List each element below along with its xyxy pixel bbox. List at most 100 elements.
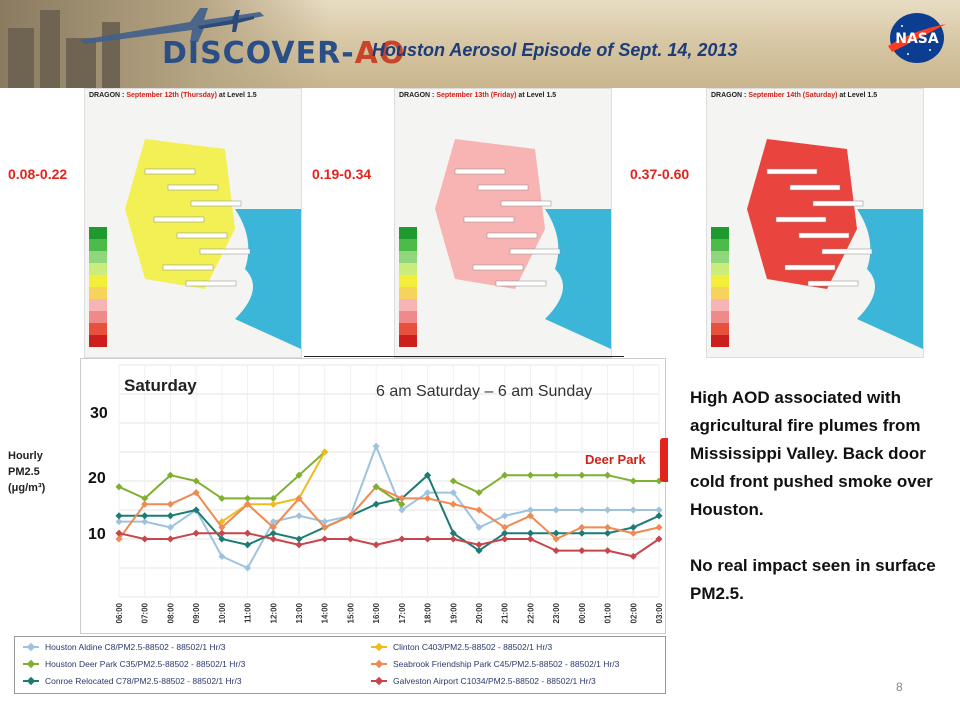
x-tick-label: 16:00 <box>372 602 381 623</box>
data-point <box>604 547 612 555</box>
data-point <box>475 506 483 514</box>
chart-title: Saturday <box>124 376 197 395</box>
series-line <box>118 485 660 541</box>
color-scale-swatch <box>399 335 417 347</box>
deer-park-marker <box>660 438 668 482</box>
station-label-box <box>176 232 228 239</box>
y-tick-label: 20 <box>88 470 106 487</box>
data-point <box>244 564 252 572</box>
data-point <box>115 535 123 543</box>
data-point <box>475 489 483 497</box>
station-label-box <box>509 248 561 255</box>
color-scale-swatch <box>89 239 107 251</box>
data-point <box>218 494 226 502</box>
color-scale-swatch <box>399 323 417 335</box>
data-point <box>295 494 303 502</box>
data-point <box>295 471 303 479</box>
data-point <box>578 506 586 514</box>
map-title: DRAGON : September 14th (Saturday) at Le… <box>711 92 878 99</box>
data-point <box>192 506 200 514</box>
data-point <box>244 529 252 537</box>
data-point <box>269 494 277 502</box>
notes-paragraph: No real impact seen in surface PM2.5. <box>690 556 936 603</box>
slide-title: Houston Aerosol Episode of Sept. 14, 201… <box>372 40 738 60</box>
color-scale-swatch <box>399 287 417 299</box>
legend-swatch <box>23 660 39 668</box>
x-tick-label: 01:00 <box>604 602 613 623</box>
series-line <box>118 532 660 558</box>
data-point <box>269 500 277 508</box>
legend-item: Seabrook Friendship Park C45/PM2.5-88502… <box>371 659 619 669</box>
data-point <box>166 535 174 543</box>
data-point <box>655 506 663 514</box>
color-scale-swatch <box>399 263 417 275</box>
data-point <box>424 494 432 502</box>
color-scale-swatch <box>89 251 107 263</box>
x-tick-label: 17:00 <box>398 602 407 623</box>
data-point <box>449 529 457 537</box>
legend-item: Conroe Relocated C78/PM2.5-88502 - 88502… <box>23 676 242 686</box>
x-tick-label: 09:00 <box>192 602 201 623</box>
y-tick-label: 10 <box>88 526 106 543</box>
data-point <box>552 506 560 514</box>
data-point <box>449 500 457 508</box>
data-point <box>166 471 174 479</box>
color-scale-swatch <box>399 275 417 287</box>
color-scale-swatch <box>711 287 729 299</box>
deer-park-annotation: Deer Park <box>585 452 646 467</box>
aod-map-graphic <box>399 139 611 349</box>
aod-range-label: 0.08-0.22 <box>8 166 68 182</box>
data-point <box>372 541 380 549</box>
data-point <box>346 535 354 543</box>
color-scale-swatch <box>711 263 729 275</box>
data-point <box>424 489 432 497</box>
station-label-box <box>775 216 827 223</box>
aod-range-label: 0.19-0.34 <box>312 166 372 182</box>
small-airplane-icon <box>198 10 254 32</box>
chart-subtitle: 6 am Saturday – 6 am Sunday <box>376 383 593 400</box>
data-point <box>578 547 586 555</box>
legend-item: Clinton C403/PM2.5-88502 - 88502/1 Hr/3 <box>371 642 552 652</box>
water-area <box>235 209 301 349</box>
pm25-chart: 06:00 07:00 08:00 09:00 10:00 11:00 12:00 13:00… <box>80 358 666 634</box>
data-point <box>372 500 380 508</box>
data-point <box>398 494 406 502</box>
data-point <box>578 471 586 479</box>
data-point <box>449 535 457 543</box>
notes-paragraph: High AOD associated with agricultural fi… <box>690 388 933 519</box>
data-point <box>449 477 457 485</box>
station-label-box <box>472 264 524 271</box>
station-label-box <box>789 184 841 191</box>
nasa-logo-icon: NASA <box>888 13 946 63</box>
data-point <box>244 541 252 549</box>
color-scale-swatch <box>89 263 107 275</box>
x-tick-label: 14:00 <box>321 602 330 623</box>
station-label-box <box>199 248 251 255</box>
color-scale-swatch <box>399 227 417 239</box>
color-scale-swatch <box>89 323 107 335</box>
data-point <box>192 529 200 537</box>
data-point <box>526 535 534 543</box>
map-title: DRAGON : September 13th (Friday) at Leve… <box>399 92 557 99</box>
water-area <box>857 209 923 349</box>
data-point <box>218 529 226 537</box>
divider-line <box>304 356 624 357</box>
x-tick-label: 20:00 <box>475 602 484 623</box>
data-point <box>192 489 200 497</box>
data-point <box>398 500 406 508</box>
building-shape <box>40 10 60 88</box>
y-axis-label: Hourly PM2.5 (μg/m³) <box>8 450 46 494</box>
station-label-box <box>807 280 859 287</box>
color-scale-swatch <box>399 239 417 251</box>
data-point <box>244 494 252 502</box>
data-point <box>552 471 560 479</box>
data-point <box>604 523 612 531</box>
color-scale-swatch <box>399 251 417 263</box>
station-label-box <box>766 168 818 175</box>
x-tick-label: 03:00 <box>655 602 664 623</box>
station-label-box <box>463 216 515 223</box>
data-point <box>115 483 123 491</box>
x-tick-label: 10:00 <box>218 602 227 623</box>
x-tick-label: 23:00 <box>552 602 561 623</box>
data-point <box>501 471 509 479</box>
